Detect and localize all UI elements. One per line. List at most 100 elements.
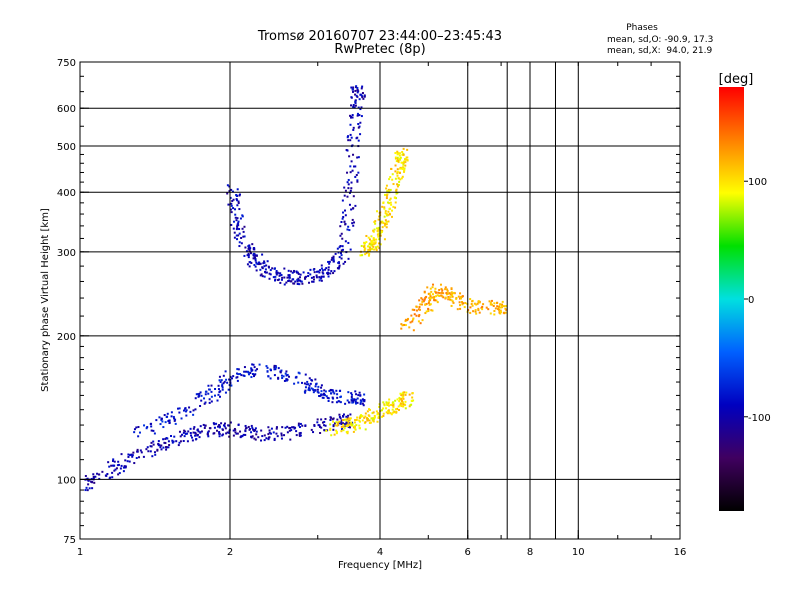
echo-point [271, 267, 274, 270]
echo-point [404, 164, 407, 167]
echo-point [369, 242, 372, 245]
echo-point [385, 222, 388, 225]
echo-point [351, 169, 354, 172]
echo-point [371, 244, 374, 247]
echo-point [478, 311, 481, 314]
echo-point [341, 217, 344, 220]
echo-point [385, 226, 388, 229]
echo-point [241, 214, 244, 217]
echo-point [404, 407, 407, 410]
echo-point [207, 392, 210, 395]
echo-point [181, 433, 184, 436]
echo-point [236, 199, 239, 202]
echo-point [401, 402, 404, 405]
echo-point [372, 243, 375, 246]
echo-point [347, 417, 350, 420]
echo-point [343, 423, 346, 426]
echo-point [250, 376, 253, 379]
echo-point [436, 294, 439, 297]
echo-point [136, 448, 139, 451]
echo-point [296, 282, 299, 285]
echo-point [348, 155, 351, 158]
echo-point [359, 420, 362, 423]
echo-point [446, 288, 449, 291]
colorbar-tick-label: -100 [748, 413, 771, 424]
echo-point [474, 310, 477, 313]
echo-point [215, 422, 218, 425]
echo-point [130, 453, 133, 456]
echo-point [354, 204, 357, 207]
echo-point [433, 295, 436, 298]
echo-point [275, 273, 278, 276]
echo-point [429, 295, 432, 298]
echo-point [351, 397, 354, 400]
echo-point [189, 427, 192, 430]
echo-point [325, 429, 328, 432]
echo-point [356, 397, 359, 400]
x-tick-label: 1 [77, 547, 83, 558]
echo-point [379, 232, 382, 235]
echo-point [449, 296, 452, 299]
echo-point [346, 228, 349, 231]
echo-point [273, 437, 276, 440]
echo-point [482, 303, 485, 306]
echo-point [342, 413, 345, 416]
echo-point [98, 477, 101, 480]
echo-point [233, 427, 236, 430]
echo-point [225, 378, 228, 381]
echo-point [319, 394, 322, 397]
echo-point [337, 251, 340, 254]
echo-point [341, 237, 344, 240]
echo-point [336, 393, 339, 396]
echo-point [337, 267, 340, 270]
echo-point [203, 402, 206, 405]
echo-point [374, 222, 377, 225]
echo-point [367, 245, 370, 248]
echo-point [244, 246, 247, 249]
echo-point [404, 319, 407, 322]
echo-point [238, 208, 241, 211]
echo-point [230, 202, 233, 205]
echo-point [373, 416, 376, 419]
echo-point [400, 397, 403, 400]
echo-point [113, 460, 116, 463]
echo-point [402, 147, 405, 150]
echo-point [361, 85, 364, 88]
echo-point [242, 374, 245, 377]
echo-point [232, 434, 235, 437]
echo-point [393, 196, 396, 199]
echo-point [92, 473, 95, 476]
echo-point [241, 227, 244, 230]
echo-point [239, 373, 242, 376]
echo-point [268, 429, 271, 432]
echo-point [382, 412, 385, 415]
echo-point [352, 105, 355, 108]
echo-point [372, 420, 375, 423]
echo-point [320, 267, 323, 270]
echo-point [341, 422, 344, 425]
echo-point [352, 90, 355, 93]
echo-point [329, 388, 332, 391]
echo-point [194, 408, 197, 411]
echo-point [478, 301, 481, 304]
echo-point [400, 177, 403, 180]
echo-point [341, 245, 344, 248]
echo-point [237, 220, 240, 223]
echo-point [349, 165, 352, 168]
echo-point [344, 223, 347, 226]
echo-point [375, 249, 378, 252]
echo-point [385, 187, 388, 190]
echo-point [251, 243, 254, 246]
echo-point [316, 390, 319, 393]
echo-point [203, 426, 206, 429]
echo-point [217, 388, 220, 391]
echo-point [308, 384, 311, 387]
echo-point [352, 430, 355, 433]
echo-point [342, 425, 345, 428]
echo-point [435, 299, 438, 302]
echo-point [330, 434, 333, 437]
echo-point [335, 389, 338, 392]
echo-point [447, 297, 450, 300]
echo-point [185, 414, 188, 417]
echo-point [231, 190, 234, 193]
